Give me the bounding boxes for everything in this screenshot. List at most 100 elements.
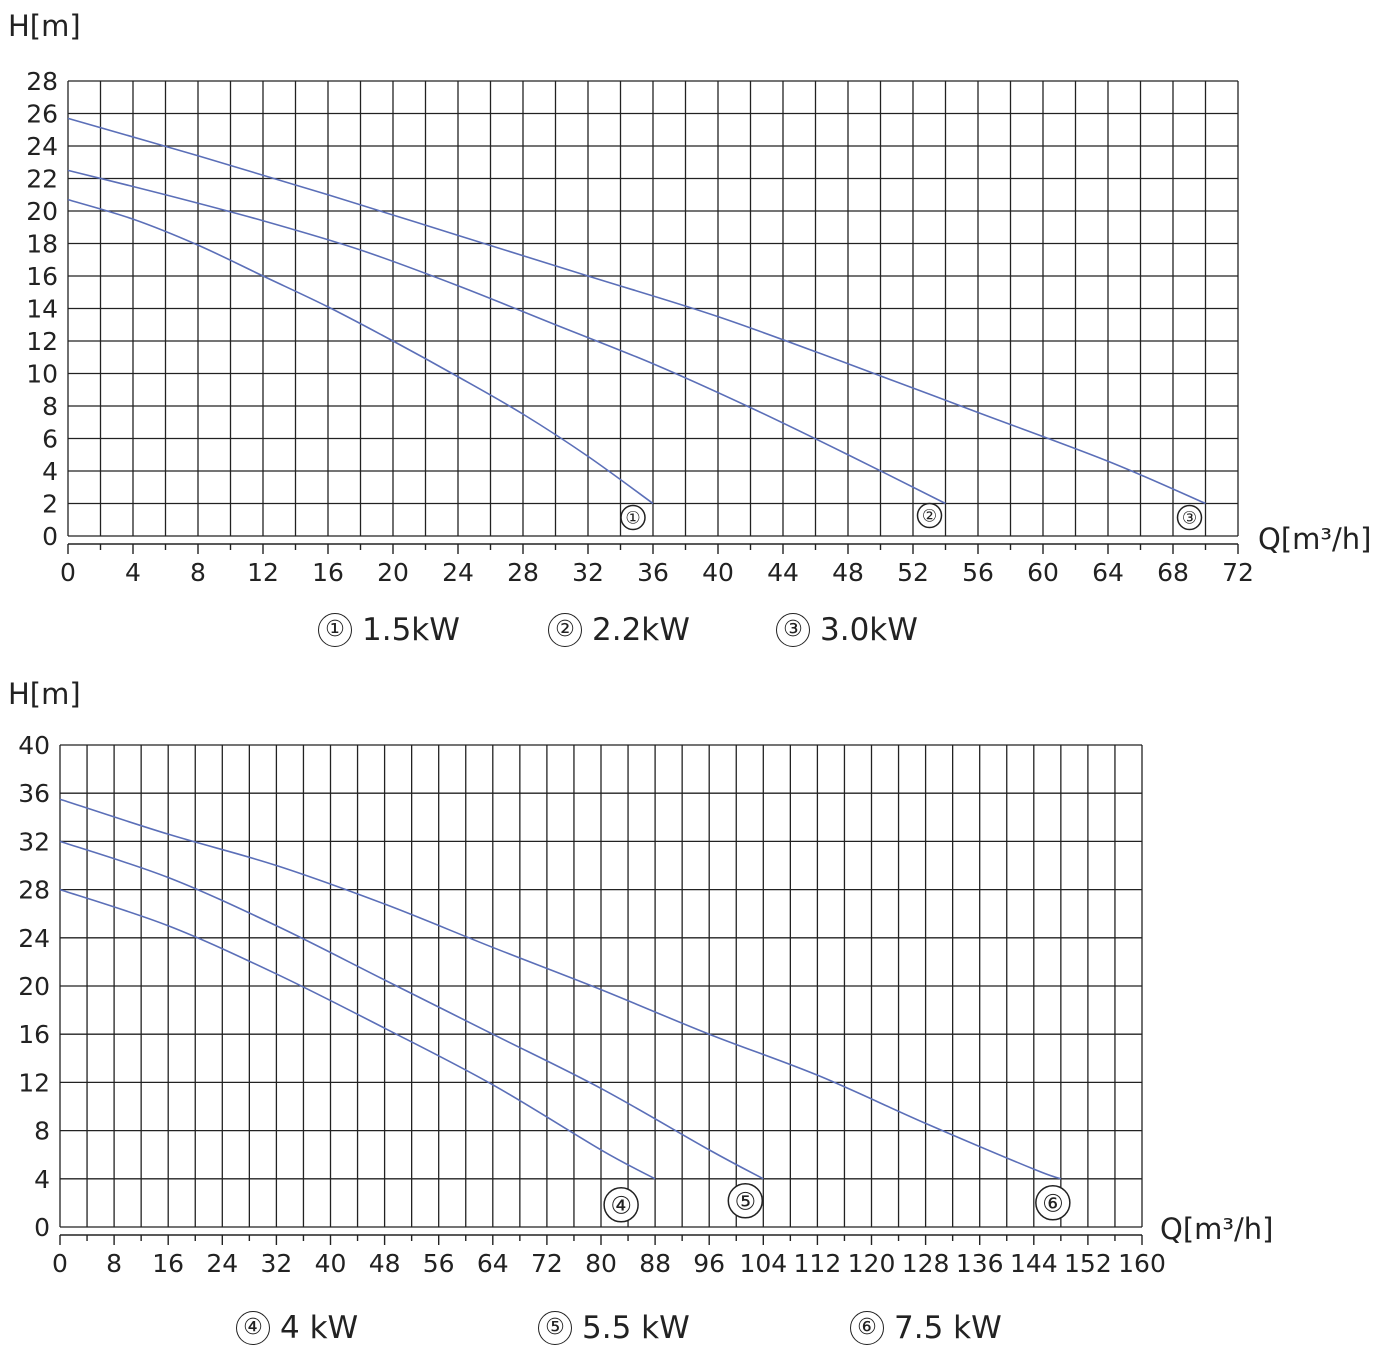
- series-end-marker: [727, 1183, 764, 1219]
- x-tick-label: 48: [832, 558, 864, 587]
- x-tick-label: 160: [1118, 1249, 1166, 1278]
- series-end-marker: [1176, 504, 1203, 531]
- chart-2-legend-1: ④ 4 kW: [236, 1310, 358, 1346]
- legend-marker: ③: [776, 613, 810, 647]
- x-tick-label: 0: [52, 1249, 68, 1278]
- series-end-marker-label: ⑤: [735, 1187, 757, 1215]
- x-tick-label: 28: [507, 558, 539, 587]
- x-tick-label: 8: [190, 558, 206, 587]
- y-tick-label: 10: [26, 360, 58, 389]
- y-tick-label: 36: [18, 779, 50, 808]
- y-tick-label: 28: [18, 876, 50, 905]
- chart-2-legend-2: ⑤ 5.5 kW: [538, 1310, 690, 1346]
- y-tick-label: 40: [18, 731, 50, 760]
- series-line: [67, 169, 946, 505]
- x-tick-label: 88: [639, 1249, 671, 1278]
- x-axis-title: Q[m³/h]: [1258, 522, 1371, 556]
- x-tick-label: 56: [962, 558, 994, 587]
- series-end-marker-label: ④: [610, 1191, 632, 1219]
- y-tick-label: 24: [18, 924, 50, 953]
- x-tick-label: 8: [106, 1249, 122, 1278]
- x-tick-label: 120: [848, 1249, 896, 1278]
- y-tick-label: 12: [26, 327, 58, 356]
- x-tick-label: 16: [152, 1249, 184, 1278]
- chart-2-legend-3: ⑥ 7.5 kW: [850, 1310, 1002, 1346]
- y-axis-title: H[m]: [8, 9, 81, 43]
- chart-1-legend-3: ③ 3.0kW: [776, 612, 918, 648]
- y-tick-label: 8: [42, 392, 58, 421]
- series-line: [59, 798, 1062, 1180]
- y-tick-label: 4: [34, 1165, 50, 1194]
- legend-marker: ⑤: [538, 1311, 572, 1345]
- x-tick-label: 24: [442, 558, 474, 587]
- legend-marker: ②: [548, 613, 582, 647]
- x-tick-label: 40: [702, 558, 734, 587]
- x-tick-label: 36: [637, 558, 669, 587]
- x-tick-label: 104: [739, 1249, 787, 1278]
- legend-label: 4 kW: [280, 1310, 359, 1346]
- chart-1-legend-1: ① 1.5kW: [318, 612, 460, 648]
- y-tick-label: 0: [42, 522, 58, 551]
- series-end-marker-label: ②: [922, 507, 937, 527]
- x-tick-label: 16: [312, 558, 344, 587]
- x-tick-label: 68: [1157, 558, 1189, 587]
- x-tick-label: 20: [377, 558, 409, 587]
- x-tick-label: 52: [897, 558, 929, 587]
- x-tick-label: 72: [531, 1249, 563, 1278]
- series-line: [59, 840, 764, 1180]
- series-end-marker-label: ⑥: [1042, 1189, 1064, 1217]
- x-axis-title: Q[m³/h]: [1160, 1212, 1273, 1246]
- x-tick-label: 152: [1064, 1249, 1112, 1278]
- legend-label: 1.5kW: [362, 612, 460, 648]
- y-tick-label: 14: [26, 295, 58, 324]
- x-tick-label: 64: [1092, 558, 1124, 587]
- series-line: [59, 888, 656, 1180]
- pump-curve-chart-1: 0 4 8 12 16 20 24 28 32 36 40 44 48 52 56 60 64 68 72 0 2 4 6 8…: [0, 0, 1400, 600]
- x-tick-label: 80: [585, 1249, 617, 1278]
- x-tick-label: 24: [206, 1249, 238, 1278]
- x-tick-label: 0: [60, 558, 76, 587]
- legend-label: 2.2kW: [592, 612, 690, 648]
- y-tick-label: 26: [26, 100, 58, 129]
- y-tick-label: 32: [18, 827, 50, 856]
- x-tick-label: 32: [260, 1249, 292, 1278]
- chart-1-canvas: 0 4 8 12 16 20 24 28 32 36 40 44 48 52 56 60 64 68 7202468…: [8, 9, 1371, 587]
- y-tick-label: 4: [42, 457, 58, 486]
- legend-marker: ①: [318, 613, 352, 647]
- x-tick-label: 32: [572, 558, 604, 587]
- legend-label: 5.5 kW: [582, 1310, 690, 1346]
- series-end-marker: [603, 1187, 639, 1223]
- y-tick-label: 8: [34, 1117, 50, 1146]
- y-tick-label: 18: [26, 230, 58, 259]
- x-tick-label: 60: [1027, 558, 1059, 587]
- x-tick-label: 56: [423, 1249, 455, 1278]
- y-tick-label: 24: [26, 132, 58, 161]
- chart-1-legend-2: ② 2.2kW: [548, 612, 690, 648]
- y-tick-label: 12: [18, 1068, 50, 1097]
- x-tick-label: 64: [477, 1249, 509, 1278]
- x-tick-label: 12: [247, 558, 279, 587]
- series-line: [67, 198, 654, 505]
- series-end-marker-label: ③: [1182, 509, 1197, 529]
- x-tick-label: 96: [693, 1249, 725, 1278]
- legend-marker: ④: [236, 1311, 270, 1345]
- y-tick-label: 16: [26, 262, 58, 291]
- y-tick-label: 0: [34, 1213, 50, 1242]
- y-tick-label: 6: [42, 425, 58, 454]
- chart-2-canvas: 0 8 16 24 32 40 48 56 64 72 80 88 96 104 112 120 128 136 1…: [8, 677, 1273, 1278]
- x-tick-label: 128: [902, 1249, 950, 1278]
- series-end-marker-label: ①: [625, 509, 640, 529]
- legend-label: 7.5 kW: [894, 1310, 1002, 1346]
- series-line: [67, 117, 1206, 505]
- legend-label: 3.0kW: [820, 612, 918, 648]
- y-tick-label: 22: [26, 165, 58, 194]
- x-tick-label: 4: [125, 558, 141, 587]
- series-end-marker: [916, 502, 943, 529]
- x-tick-label: 144: [1010, 1249, 1058, 1278]
- series-end-marker: [1035, 1185, 1071, 1221]
- x-tick-label: 40: [315, 1249, 347, 1278]
- x-tick-label: 44: [767, 558, 799, 587]
- y-tick-label: 28: [26, 67, 58, 96]
- x-tick-label: 112: [794, 1249, 842, 1278]
- y-tick-label: 20: [26, 197, 58, 226]
